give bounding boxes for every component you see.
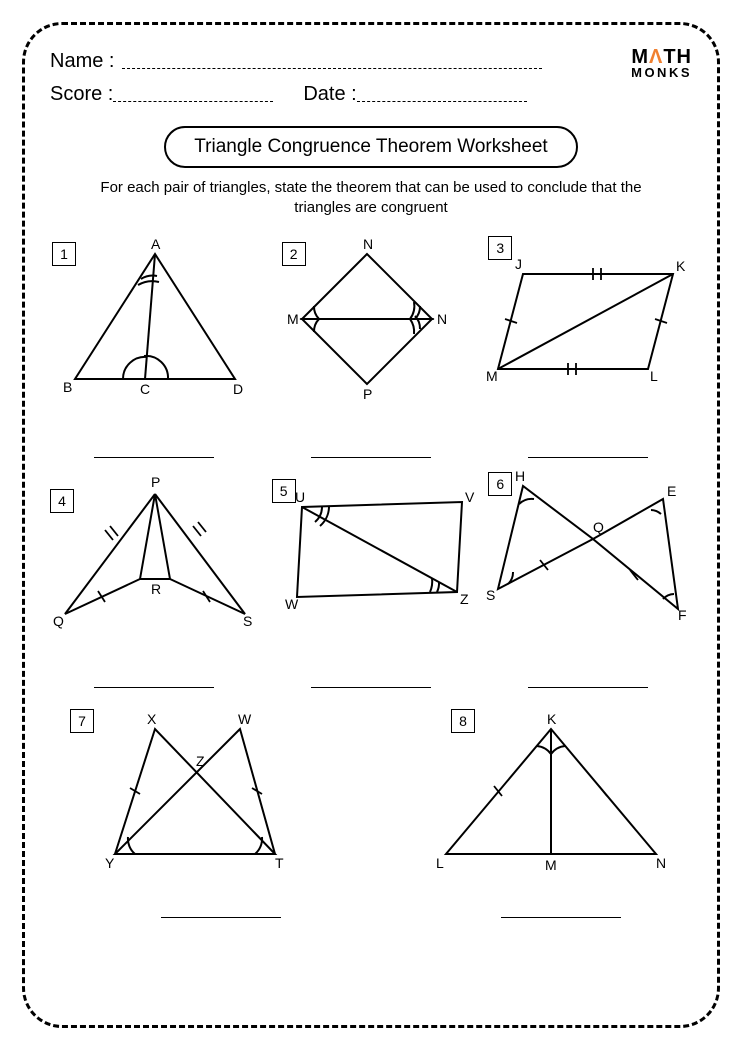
logo: MΛTH MONKS [631, 48, 692, 79]
date-label: Date : [303, 83, 356, 106]
svg-text:Z: Z [460, 591, 469, 607]
problem-1: 1 A B C D [50, 234, 259, 464]
answer-line[interactable] [311, 457, 431, 458]
title-wrap: Triangle Congruence Theorem Worksheet [50, 126, 692, 168]
problem-5: 5 U V W Z [267, 464, 476, 694]
worksheet-title: Triangle Congruence Theorem Worksheet [164, 126, 577, 168]
date-line[interactable] [357, 88, 527, 102]
svg-text:E: E [667, 483, 676, 499]
header: Name : Score : Date : MΛTH MONKS [50, 50, 692, 106]
page-border: Name : Score : Date : MΛTH MONKS Triangl… [22, 22, 720, 1028]
problems-grid-top: 1 A B C D 2 [50, 234, 692, 694]
svg-text:C: C [140, 381, 150, 397]
answer-line[interactable] [94, 687, 214, 688]
svg-text:K: K [547, 711, 557, 727]
svg-text:N: N [437, 311, 447, 327]
problem-3: 3 J K M L [483, 234, 692, 464]
svg-text:B: B [63, 379, 72, 395]
diagram-4: P Q R S [45, 464, 255, 664]
svg-text:V: V [465, 489, 475, 505]
svg-text:L: L [436, 855, 444, 871]
svg-text:K: K [676, 258, 686, 274]
diagram-8: K L M N [411, 704, 711, 904]
problem-7: 7 X W Z Y T [50, 704, 361, 924]
instructions: For each pair of triangles, state the th… [90, 178, 652, 219]
svg-text:T: T [275, 855, 284, 871]
svg-text:F: F [678, 607, 687, 623]
svg-text:Q: Q [53, 613, 64, 629]
answer-line[interactable] [311, 687, 431, 688]
problems-grid-bottom: 7 X W Z Y T [50, 704, 692, 924]
svg-text:M: M [486, 368, 498, 384]
answer-line[interactable] [161, 917, 281, 918]
svg-text:S: S [486, 587, 495, 603]
svg-text:D: D [233, 381, 243, 397]
answer-line[interactable] [528, 687, 648, 688]
name-label: Name : [50, 50, 114, 73]
diagram-2: N M N P [267, 234, 467, 424]
diagram-3: J K M L [478, 239, 688, 429]
svg-text:X: X [147, 711, 157, 727]
diagram-6: H E Q S F [478, 464, 688, 664]
svg-text:M: M [287, 311, 299, 327]
diagram-5: U V W Z [267, 482, 477, 672]
score-line[interactable] [113, 88, 273, 102]
name-row: Name : [50, 50, 692, 73]
svg-text:Y: Y [105, 855, 115, 871]
name-line[interactable] [122, 55, 542, 69]
problem-6: 6 H E Q S F [483, 464, 692, 694]
svg-text:Z: Z [196, 753, 205, 769]
problem-4: 4 P Q R S [50, 464, 259, 694]
svg-text:M: M [545, 857, 557, 873]
answer-line[interactable] [528, 457, 648, 458]
problem-2: 2 N M N P [267, 234, 476, 464]
score-label: Score : [50, 83, 113, 106]
svg-text:L: L [650, 368, 658, 384]
answer-line[interactable] [94, 457, 214, 458]
answer-line[interactable] [501, 917, 621, 918]
svg-text:N: N [656, 855, 666, 871]
svg-text:J: J [515, 256, 522, 272]
svg-text:P: P [151, 474, 160, 490]
svg-text:Q: Q [593, 519, 604, 535]
svg-text:P: P [363, 386, 372, 402]
svg-text:W: W [285, 596, 299, 612]
diagram-7: X W Z Y T [70, 704, 370, 904]
problem-8: 8 K L M N [381, 704, 692, 924]
svg-text:S: S [243, 613, 252, 629]
diagram-1: A B C D [45, 234, 255, 424]
score-date-row: Score : Date : [50, 83, 692, 106]
svg-text:N: N [363, 236, 373, 252]
svg-text:W: W [238, 711, 252, 727]
svg-text:R: R [151, 581, 161, 597]
svg-text:U: U [295, 489, 305, 505]
svg-text:A: A [151, 236, 161, 252]
svg-text:H: H [515, 468, 525, 484]
